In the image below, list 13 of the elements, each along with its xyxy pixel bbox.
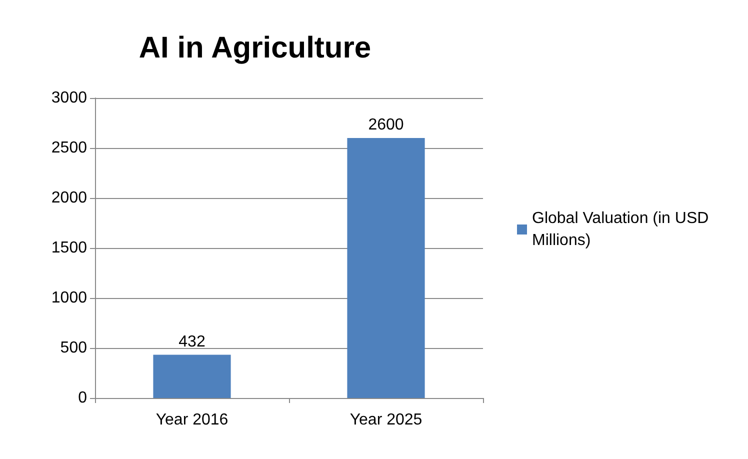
data-label: 432	[178, 333, 206, 350]
y-tick-label: 2000	[51, 190, 88, 206]
y-tick-label: 0	[78, 390, 88, 406]
data-label: 2600	[368, 116, 404, 134]
y-tick-label: 500	[60, 340, 88, 356]
x-tick-label: Year 2025	[350, 412, 422, 428]
y-tick-label: 1500	[51, 240, 88, 256]
y-tick-label: 1000	[51, 290, 88, 306]
legend-label: Global Valuation (in USD Millions)	[532, 210, 714, 249]
y-tick-label: 2500	[51, 140, 88, 156]
y-tick-label: 3000	[51, 90, 88, 106]
x-tick-label: Year 2016	[156, 412, 228, 428]
chart-title: AI in Agriculture	[138, 32, 372, 64]
